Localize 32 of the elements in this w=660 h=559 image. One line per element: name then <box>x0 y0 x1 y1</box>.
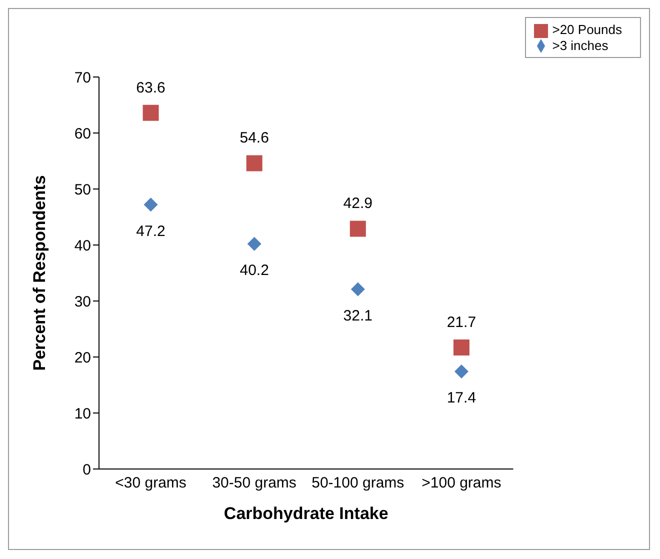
x-tick-label: >100 grams <box>422 474 502 492</box>
y-tick-label: 70 <box>74 69 91 86</box>
point <box>350 282 365 296</box>
x-axis-title: Carbohydrate Intake <box>224 504 388 523</box>
x-tick-label: <30 grams <box>115 474 186 492</box>
x-tick-label: 30-50 grams <box>212 474 296 492</box>
point <box>350 220 366 237</box>
point <box>142 104 159 121</box>
legend-label: >20 Pounds <box>552 22 622 37</box>
point <box>246 155 262 172</box>
x-tick-label: 50-100 grams <box>312 474 404 492</box>
y-tick-label: 0 <box>82 461 91 478</box>
data-label: 47.2 <box>136 222 166 240</box>
legend-label: >3 inches <box>552 38 608 53</box>
point <box>454 364 468 379</box>
data-label: 54.6 <box>240 130 269 147</box>
y-axis-title: Percent of Respondents <box>30 175 50 371</box>
y-tick-label: 50 <box>74 181 91 198</box>
data-label: 42.9 <box>343 195 372 212</box>
y-tick-label: 20 <box>74 349 91 366</box>
point <box>144 198 158 212</box>
y-tick-label: 40 <box>74 237 91 254</box>
point <box>453 339 470 356</box>
data-label: 63.6 <box>136 79 166 96</box>
data-label: 40.2 <box>240 262 269 280</box>
data-label: 17.4 <box>446 390 476 407</box>
y-tick-label: 30 <box>74 293 91 310</box>
data-label: 32.1 <box>343 307 372 324</box>
y-tick-label: 60 <box>74 125 91 142</box>
point <box>247 236 262 251</box>
y-tick-label: 10 <box>74 405 91 422</box>
data-label: 21.7 <box>446 314 476 331</box>
